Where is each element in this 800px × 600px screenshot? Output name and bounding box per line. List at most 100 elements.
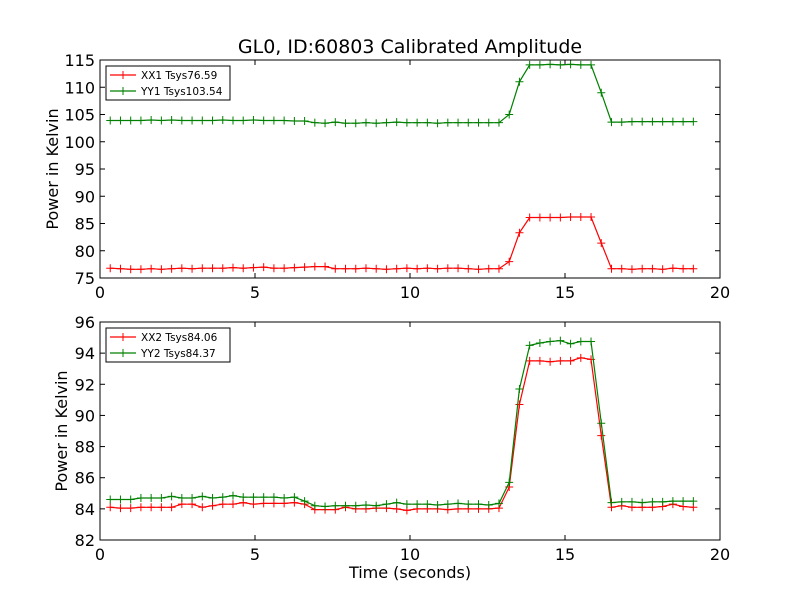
x-tick-label: 20 <box>710 283 730 302</box>
data-point <box>494 264 503 273</box>
data-point <box>433 264 442 273</box>
y-tick-label: 95 <box>75 160 95 179</box>
data-point <box>218 264 227 273</box>
data-point <box>658 117 667 126</box>
data-point <box>658 497 667 506</box>
data-point <box>198 492 207 501</box>
data-point <box>392 264 401 273</box>
y-tick-label: 75 <box>75 269 95 288</box>
data-point <box>218 500 227 509</box>
data-point <box>423 118 432 127</box>
data-point <box>556 60 565 69</box>
legend-box <box>105 327 231 363</box>
data-point <box>239 264 248 273</box>
data-point <box>546 213 555 222</box>
data-point <box>228 491 237 500</box>
data-point <box>423 500 432 509</box>
data-point <box>126 116 135 125</box>
data-point <box>157 116 166 125</box>
data-point <box>505 478 514 487</box>
data-point <box>402 118 411 127</box>
series-line-yy1 <box>110 63 694 124</box>
data-point <box>443 118 452 127</box>
data-point <box>147 264 156 273</box>
data-point <box>679 497 688 506</box>
data-point <box>546 337 555 346</box>
data-point <box>361 118 370 127</box>
data-point <box>269 493 278 502</box>
y-tick-label: 100 <box>64 133 95 152</box>
data-point <box>382 500 391 509</box>
data-point <box>249 263 258 272</box>
data-point <box>597 239 606 248</box>
data-point <box>269 264 278 273</box>
y-tick-label: 92 <box>75 375 95 394</box>
y-tick-label: 88 <box>75 438 95 457</box>
series-line-xx2 <box>110 357 694 512</box>
data-point <box>167 264 176 273</box>
data-point <box>372 119 381 128</box>
y-axis-label: Power in Kelvin <box>43 108 62 229</box>
y-tick-label: 94 <box>75 344 95 363</box>
data-point <box>147 493 156 502</box>
data-point <box>198 503 207 512</box>
y-tick-label: 115 <box>64 51 95 70</box>
data-point <box>126 504 135 513</box>
x-axis-label: Time (seconds) <box>348 563 471 582</box>
data-point <box>321 262 330 271</box>
data-point <box>668 117 677 126</box>
data-point <box>566 212 575 221</box>
data-point <box>566 60 575 69</box>
data-point <box>361 264 370 273</box>
data-point <box>228 116 237 125</box>
data-point <box>188 116 197 125</box>
data-point <box>361 500 370 509</box>
data-point <box>464 264 473 273</box>
chart-title: GL0, ID:60803 Calibrated Amplitude <box>238 36 582 58</box>
data-point <box>464 118 473 127</box>
data-point <box>392 118 401 127</box>
data-point <box>198 264 207 273</box>
data-point <box>515 400 524 409</box>
data-point <box>351 264 360 273</box>
x-tick-label: 5 <box>250 283 260 302</box>
data-point <box>668 264 677 273</box>
data-point <box>239 116 248 125</box>
data-point <box>351 119 360 128</box>
top-panel: 0 5 10 15 20 75 80 85 90 95 100 105 110 115 Power in K… <box>43 51 730 302</box>
data-point <box>177 116 186 125</box>
data-point <box>136 493 145 502</box>
data-point <box>177 493 186 502</box>
data-point <box>167 503 176 512</box>
data-point <box>116 264 125 273</box>
series-line-xx1 <box>110 216 694 270</box>
data-point <box>249 500 258 509</box>
data-point <box>454 264 463 273</box>
data-point <box>556 356 565 365</box>
y-axis-label: Power in Kelvin <box>52 370 71 491</box>
y-tick-label: 96 <box>75 313 95 332</box>
data-point <box>576 353 585 362</box>
y-tick-label: 105 <box>64 106 95 125</box>
data-point <box>228 500 237 509</box>
data-point <box>556 213 565 222</box>
data-point <box>535 213 544 222</box>
data-point <box>259 493 268 502</box>
legend-marker <box>119 87 127 95</box>
data-point <box>413 264 422 273</box>
data-point <box>648 117 657 126</box>
data-point <box>494 499 503 508</box>
data-point <box>525 341 534 350</box>
data-point <box>382 118 391 127</box>
data-point <box>576 212 585 221</box>
data-point <box>454 499 463 508</box>
data-point <box>505 110 514 119</box>
data-point <box>218 115 227 124</box>
legend-marker <box>119 71 127 79</box>
data-point <box>505 257 514 266</box>
y-tick-label: 84 <box>75 500 95 519</box>
data-point <box>535 356 544 365</box>
data-point <box>402 264 411 273</box>
data-point <box>587 212 596 221</box>
data-point <box>136 265 145 274</box>
